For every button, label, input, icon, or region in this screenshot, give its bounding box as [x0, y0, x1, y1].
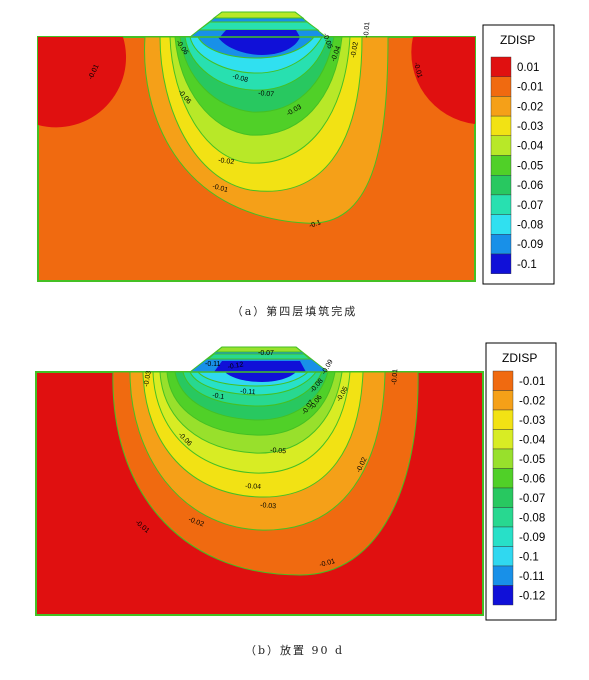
legend-swatch — [490, 96, 512, 117]
legend-label: -0.1 — [519, 551, 539, 563]
legend-label: -0.06 — [517, 180, 543, 192]
legend-swatch — [492, 370, 514, 391]
contour-label: -0.07 — [258, 350, 274, 357]
contour-label: -0.02 — [350, 41, 360, 58]
contour-label: -0.08 — [231, 73, 248, 84]
legend-label: 0.01 — [517, 62, 539, 74]
legend-swatch — [492, 526, 514, 547]
contour-label: -0.11 — [205, 361, 221, 368]
contour-plot-b: -0.07 -0.11 -0.12 -0.09 -0.1 -0.11 -0.08… — [35, 342, 557, 621]
caption-b: （b）放置 90 d — [244, 644, 345, 657]
contour-label: -0.1 — [212, 392, 225, 401]
legend-label: -0.07 — [517, 200, 543, 212]
legend-label: -0.08 — [517, 219, 543, 231]
legend-label: -0.07 — [519, 493, 545, 505]
legend-swatch — [492, 565, 514, 586]
legend-swatch — [492, 409, 514, 430]
legend-label: -0.12 — [519, 590, 545, 602]
caption-a: （a）第四层填筑完成 — [231, 305, 358, 318]
legend-label: -0.06 — [519, 473, 545, 485]
contour-label: -0.01 — [363, 22, 371, 39]
legend-title: ZDISP — [502, 351, 537, 365]
legend-swatch — [490, 115, 512, 136]
contour-label: -0.1 — [308, 219, 322, 230]
contour-label: -0.03 — [260, 502, 277, 510]
legend-label: -0.04 — [517, 141, 544, 153]
contour-label: -0.01 — [391, 369, 399, 386]
legend-swatch — [490, 135, 512, 156]
contour-label: -0.03 — [143, 370, 153, 387]
legend-swatch — [490, 155, 512, 176]
contour-label: -0.01 — [211, 183, 228, 194]
contour-label: -0.02 — [218, 157, 235, 166]
contour-label: -0.07 — [258, 90, 275, 98]
contour-label: -0.04 — [245, 483, 261, 491]
contour-label: -0.12 — [227, 361, 244, 371]
panel-b: -0.07 -0.11 -0.12 -0.09 -0.1 -0.11 -0.08… — [0, 335, 589, 675]
contour-label: -0.01 — [319, 558, 336, 569]
legend-label: -0.03 — [517, 121, 543, 133]
legend-label: -0.02 — [519, 395, 545, 407]
legend-swatch — [492, 585, 514, 606]
legend-swatch — [492, 448, 514, 469]
legend-swatch — [492, 429, 514, 450]
legend-swatch — [490, 214, 512, 235]
legend-label: -0.08 — [519, 512, 545, 524]
legend-label: -0.09 — [517, 239, 543, 251]
legend-label: -0.11 — [519, 571, 544, 583]
panel-a: -0.01 -0.01 -0.06 -0.05 -0.08 -0.07 -0.0… — [0, 0, 589, 330]
legend-b: ZDISP -0.01 -0.02 -0.03 -0.04 -0.05 -0.06 -0.0… — [485, 342, 557, 621]
legend-swatch — [490, 194, 512, 215]
legend-swatch — [490, 56, 512, 77]
legend-label: -0.01 — [519, 376, 545, 388]
contour-label: -0.11 — [240, 388, 256, 396]
legend-swatch — [490, 76, 512, 97]
contour-label: -0.05 — [270, 447, 287, 455]
legend-label: -0.1 — [517, 259, 537, 271]
legend-swatch — [492, 546, 514, 567]
legend-label: -0.04 — [519, 434, 546, 446]
legend-label: -0.03 — [519, 415, 545, 427]
legend-label: -0.09 — [519, 532, 545, 544]
legend-label: -0.01 — [517, 82, 543, 94]
legend-swatch — [492, 507, 514, 528]
legend-swatch — [490, 253, 512, 274]
legend-label: -0.05 — [517, 160, 543, 172]
legend-swatch — [492, 390, 514, 411]
legend-swatch — [492, 487, 514, 508]
contour-label: -0.01 — [412, 62, 423, 79]
legend-title: ZDISP — [500, 33, 535, 47]
legend-label: -0.02 — [517, 101, 543, 113]
legend-swatch — [492, 468, 514, 489]
legend-label: -0.05 — [519, 454, 545, 466]
legend-swatch — [490, 174, 512, 196]
legend-swatch — [490, 234, 512, 255]
legend-a: ZDISP 0.01 -0.01 -0.02 -0.03 -0.04 -0.05 -0.06… — [482, 24, 555, 285]
contour-plot-a: -0.01 -0.01 -0.06 -0.05 -0.08 -0.07 -0.0… — [37, 11, 555, 285]
